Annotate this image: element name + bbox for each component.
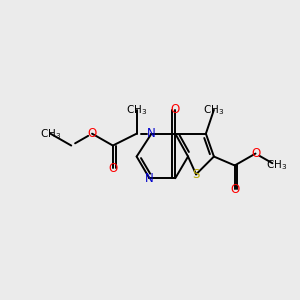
Text: O: O: [171, 103, 180, 116]
Text: CH$_3$: CH$_3$: [40, 127, 61, 141]
Text: CH$_3$: CH$_3$: [266, 159, 287, 172]
Text: N: N: [145, 172, 154, 185]
Text: N: N: [147, 127, 156, 140]
Text: CH$_3$: CH$_3$: [126, 103, 147, 117]
Text: O: O: [251, 147, 260, 160]
Text: O: O: [87, 127, 97, 140]
Text: O: O: [108, 162, 118, 175]
Text: O: O: [230, 183, 239, 196]
Text: S: S: [192, 168, 200, 181]
Text: CH$_3$: CH$_3$: [203, 103, 224, 117]
